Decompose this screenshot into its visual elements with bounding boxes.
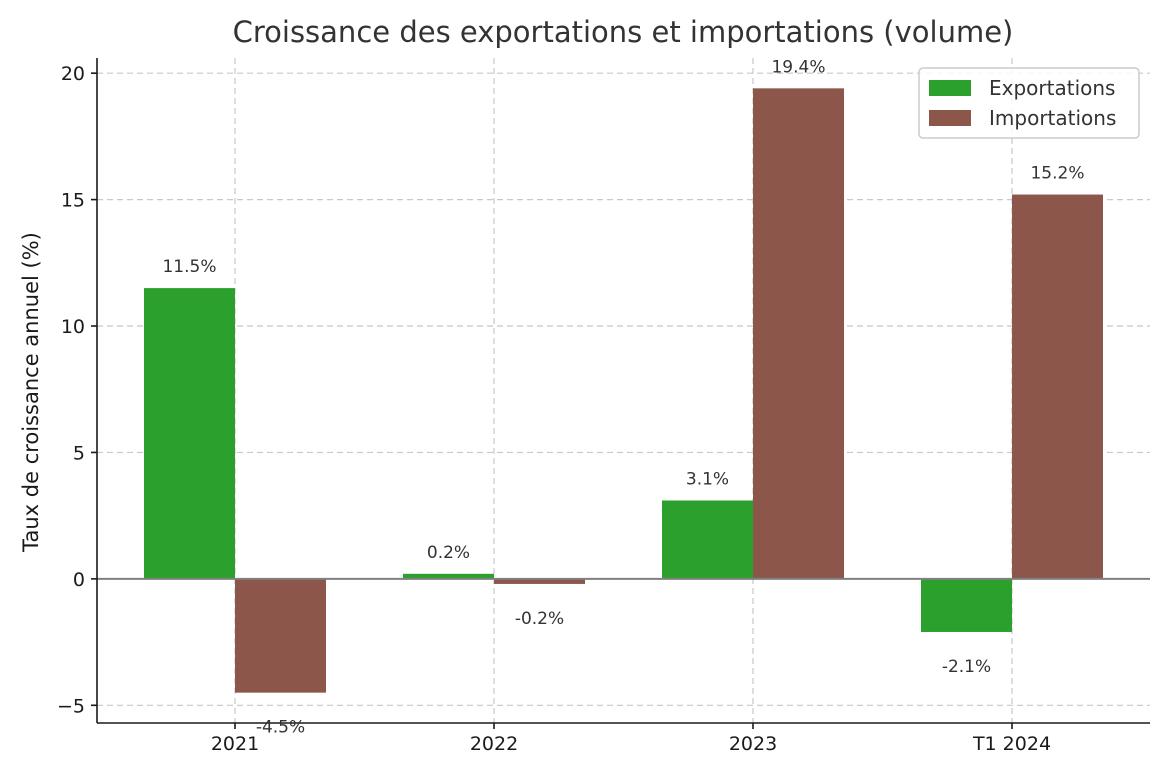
y-tick-label: 0 (73, 569, 85, 591)
tick-labels: −5 0 5 10 15 20 2021 2022 2023 T1 2024 (57, 63, 1051, 755)
data-label: 11.5% (162, 257, 216, 277)
legend-label-exportations: Exportations (989, 76, 1115, 100)
importations-bar (753, 88, 844, 579)
data-label: 19.4% (771, 57, 825, 77)
bars (144, 88, 1103, 693)
legend: Exportations Importations (918, 67, 1140, 139)
data-label: 0.2% (427, 543, 470, 563)
y-tick-label: 20 (61, 63, 85, 85)
y-tick-label: −5 (57, 695, 85, 717)
axes (91, 58, 1150, 729)
y-tick-label: 15 (61, 190, 85, 212)
y-tick-label: 10 (61, 316, 85, 338)
x-tick-label: T1 2024 (972, 733, 1051, 755)
importations-bar (235, 578, 326, 693)
importations-bar (1012, 194, 1103, 579)
data-labels: 11.5% 0.2% 3.1% -2.1% -4.5% -0.2% 19.4% 15.2% (162, 57, 1084, 737)
data-label: 15.2% (1030, 164, 1084, 184)
y-axis-label: Taux de croissance annuel (%) (19, 232, 43, 553)
x-tick-label: 2021 (211, 733, 259, 755)
legend-swatch-importations (929, 110, 971, 126)
legend-label-importations: Importations (989, 106, 1116, 130)
chart-title: Croissance des exportations et importati… (233, 15, 1014, 49)
exportations-bar (403, 573, 494, 579)
x-tick-label: 2023 (729, 733, 777, 755)
legend-swatch-exportations (929, 80, 971, 96)
exportations-bar (921, 578, 1012, 632)
x-tick-label: 2022 (470, 733, 518, 755)
data-label: -2.1% (942, 657, 991, 677)
data-label: 3.1% (686, 469, 729, 489)
legend-box (918, 67, 1140, 139)
exportations-bar (662, 500, 753, 579)
exportations-bar (144, 288, 235, 579)
data-label: -4.5% (256, 718, 305, 738)
importations-bar (494, 578, 585, 584)
data-label: -0.2% (515, 609, 564, 629)
y-tick-label: 5 (73, 442, 85, 464)
